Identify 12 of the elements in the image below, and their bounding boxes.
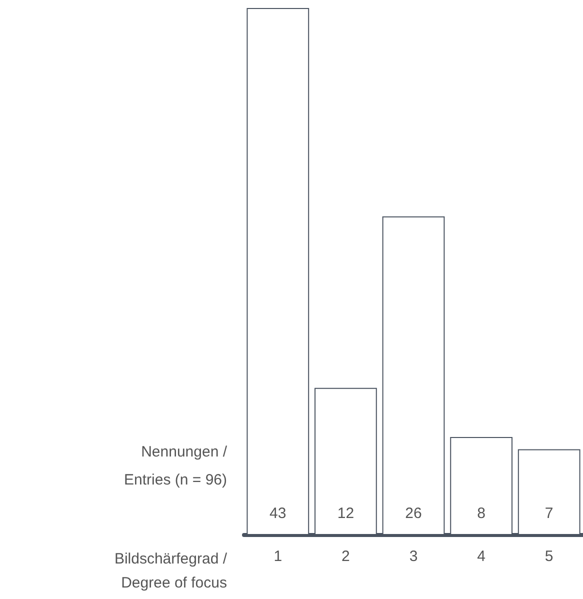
- x-tick-label: 2: [342, 548, 350, 565]
- data-label: 7: [544, 505, 554, 522]
- x-tick-label: 3: [409, 548, 418, 565]
- x-tick-label: 1: [274, 548, 282, 565]
- x-tick-label: 5: [544, 548, 554, 565]
- data-label: 12: [337, 505, 354, 522]
- x-tick-label: 4: [477, 548, 486, 565]
- data-label: 43: [270, 505, 286, 522]
- y-axis-title: Nennungen / Entries (n = 96): [124, 444, 228, 488]
- data-label: 8: [477, 505, 486, 522]
- data-label: 26: [405, 505, 422, 522]
- x-axis-title: Bildschärfegrad / Degree of focus: [114, 550, 228, 592]
